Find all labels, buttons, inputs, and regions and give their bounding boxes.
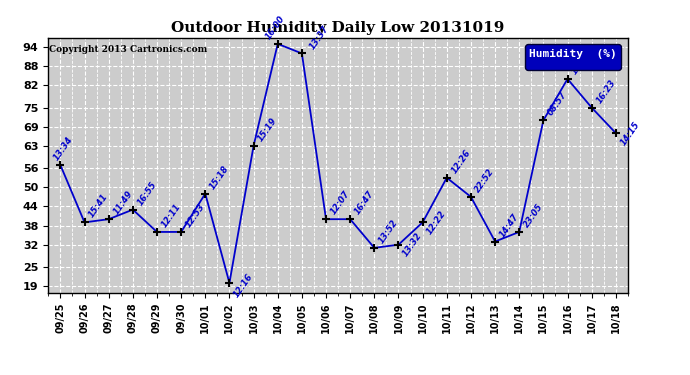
Text: 12:53: 12:53 [184,202,207,229]
Text: 23:05: 23:05 [522,202,545,229]
Text: 15:18: 15:18 [208,164,231,191]
Text: 12:26: 12:26 [450,148,473,175]
Text: 13:34: 13:34 [52,135,75,162]
Text: 12:22: 12:22 [426,209,449,236]
Text: 16:00: 16:00 [264,14,286,41]
Text: 13:32: 13:32 [402,231,424,259]
Text: 16:47: 16:47 [353,189,376,216]
Text: 16:23: 16:23 [595,78,618,105]
Text: 08:57: 08:57 [546,90,569,118]
Text: 15:41: 15:41 [88,192,110,220]
Text: 13:23: 13:23 [571,49,593,76]
Text: 16:55: 16:55 [136,180,159,207]
Text: 12:07: 12:07 [329,189,352,216]
Legend:  [525,45,621,70]
Text: 22:52: 22:52 [474,167,497,194]
Text: 15:19: 15:19 [257,116,279,143]
Text: 14:15: 14:15 [619,120,642,147]
Text: Copyright 2013 Cartronics.com: Copyright 2013 Cartronics.com [50,45,208,54]
Text: 11:49: 11:49 [112,189,135,216]
Text: 13:52: 13:52 [377,218,400,245]
Text: 14:47: 14:47 [498,211,521,239]
Text: 12:11: 12:11 [160,202,183,229]
Title: Outdoor Humidity Daily Low 20131019: Outdoor Humidity Daily Low 20131019 [171,21,505,35]
Text: 12:16: 12:16 [233,272,255,300]
Text: 13:37: 13:37 [308,24,331,51]
